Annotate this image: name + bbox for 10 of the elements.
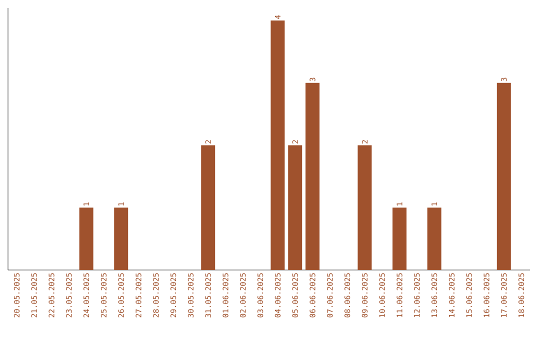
- bar: [114, 208, 128, 270]
- bar: [427, 208, 442, 270]
- bar: [306, 82, 320, 270]
- bar: [358, 145, 372, 270]
- bar: [288, 145, 302, 270]
- bar: [79, 208, 94, 270]
- bar: [270, 20, 285, 270]
- bar: [392, 208, 407, 270]
- bar: [201, 145, 216, 270]
- bar: [496, 82, 511, 270]
